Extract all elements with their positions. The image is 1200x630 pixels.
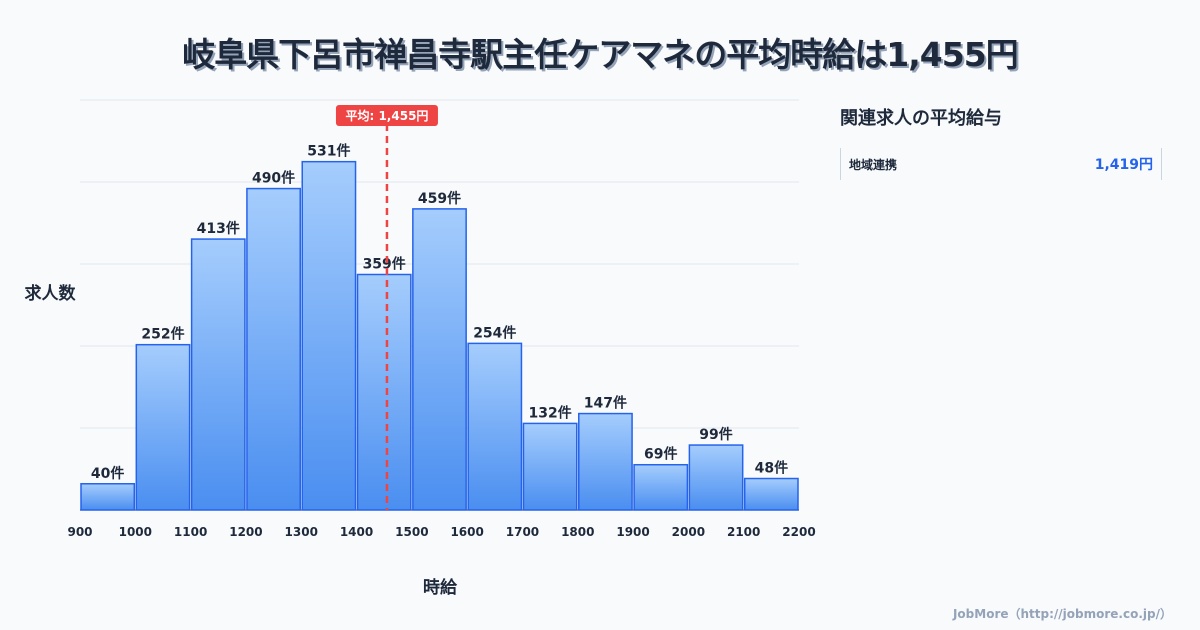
related-item: 地域連携 1,419円 bbox=[840, 148, 1162, 180]
histogram-bar bbox=[135, 343, 191, 511]
related-item-name: 地域連携 bbox=[849, 157, 898, 172]
histogram-bar bbox=[301, 160, 357, 511]
histogram-bar bbox=[578, 412, 633, 511]
histogram-bar bbox=[633, 463, 689, 511]
bar-value-label: 69件 bbox=[644, 446, 677, 463]
bar-value-label: 254件 bbox=[473, 324, 516, 341]
x-tick-label: 900 bbox=[67, 525, 92, 539]
bar-value-label: 147件 bbox=[584, 395, 627, 412]
histogram-bar bbox=[246, 187, 301, 511]
histogram-bar bbox=[522, 422, 578, 511]
bar-value-label: 132件 bbox=[528, 404, 571, 421]
bar-value-label: 413件 bbox=[197, 220, 240, 237]
x-tick-label: 1100 bbox=[174, 525, 207, 539]
bar-value-label: 490件 bbox=[252, 170, 295, 187]
credit: JobMore（http://jobmore.co.jp/） bbox=[952, 607, 1172, 621]
x-tick-label: 1300 bbox=[285, 525, 318, 539]
histogram-bar bbox=[190, 238, 246, 511]
page-title: 岐阜県下呂市禅昌寺駅主任ケアマネの平均時給は1,455円 bbox=[182, 35, 1018, 74]
x-tick-label: 2100 bbox=[727, 525, 760, 539]
histogram-bar bbox=[80, 483, 136, 511]
x-tick-label: 2200 bbox=[782, 525, 815, 539]
histogram-bar bbox=[467, 342, 523, 511]
x-tick-label: 1600 bbox=[450, 525, 483, 539]
x-tick-label: 1200 bbox=[229, 525, 262, 539]
average-badge bbox=[335, 105, 438, 126]
average-label: 平均: 1,455円 bbox=[345, 108, 428, 123]
histogram-bar bbox=[356, 273, 412, 511]
x-tick-label: 2000 bbox=[672, 525, 705, 539]
histogram-bar bbox=[743, 477, 799, 511]
histogram-bar bbox=[688, 444, 744, 511]
x-tick-label: 1400 bbox=[340, 525, 373, 539]
bar-value-label: 48件 bbox=[755, 460, 788, 477]
bar-value-label: 99件 bbox=[699, 426, 732, 443]
x-tick-label: 1700 bbox=[506, 525, 539, 539]
bar-value-label: 359件 bbox=[363, 255, 406, 272]
histogram-bar bbox=[412, 208, 467, 511]
x-tick-label: 1900 bbox=[616, 525, 649, 539]
related-salary-panel: 関連求人の平均給与 地域連携 1,419円 bbox=[840, 104, 1162, 180]
y-axis-title: 求人数 bbox=[25, 283, 77, 304]
bar-value-label: 40件 bbox=[91, 465, 124, 482]
x-tick-label: 1000 bbox=[119, 525, 152, 539]
related-item-value: 1,419円 bbox=[1094, 157, 1153, 173]
related-title: 関連求人の平均給与 bbox=[840, 108, 1002, 129]
x-tick-label: 1800 bbox=[561, 525, 594, 539]
bar-value-label: 459件 bbox=[418, 190, 461, 207]
bar-value-label: 531件 bbox=[307, 143, 350, 160]
x-axis-title: 時給 bbox=[423, 577, 458, 598]
x-tick-label: 1500 bbox=[395, 525, 428, 539]
bar-value-label: 252件 bbox=[141, 326, 184, 343]
